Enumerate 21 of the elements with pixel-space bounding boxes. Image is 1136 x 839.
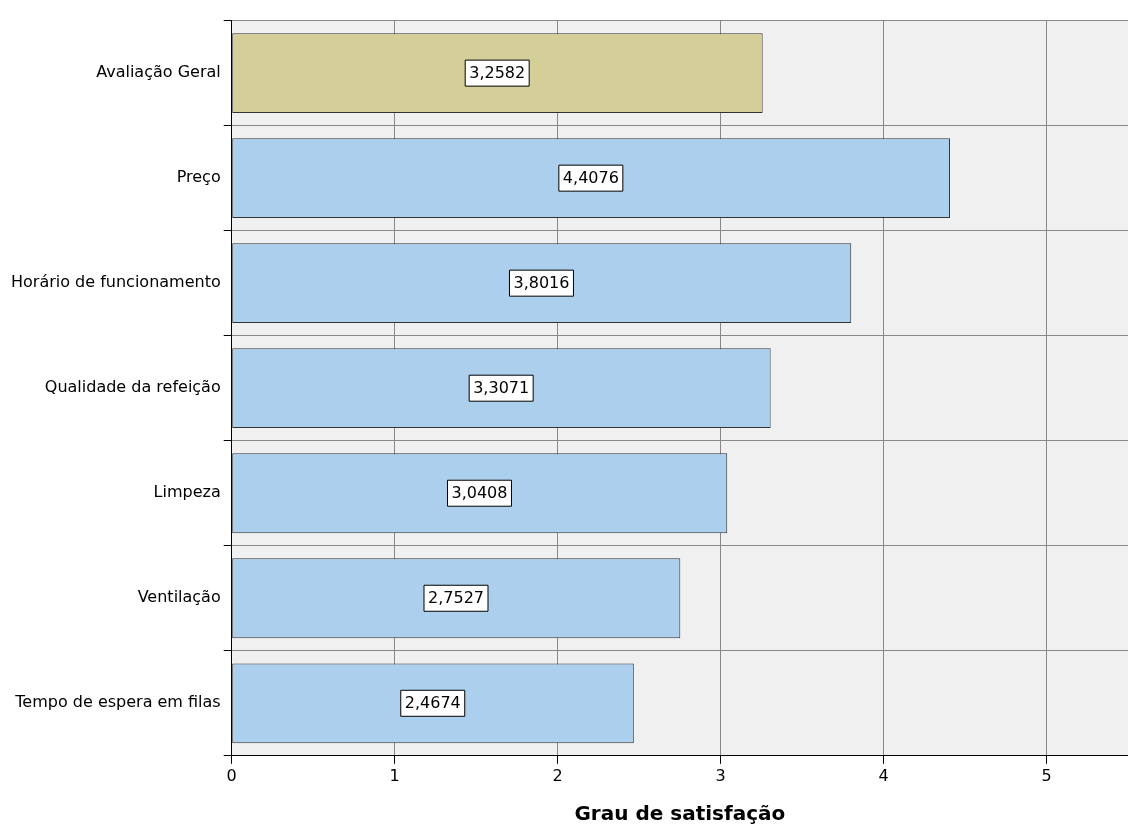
y-tick-label: Ventilação	[137, 587, 221, 607]
y-tick-label: Horário de funcionamento	[10, 272, 221, 292]
data-label: 2,7527	[428, 588, 484, 608]
x-tick-label: 3	[715, 765, 726, 785]
data-label: 3,8016	[513, 273, 570, 293]
y-tick-label: Qualidade da refeição	[44, 377, 221, 397]
data-label: 3,2582	[469, 63, 526, 83]
x-tick-label: 5	[1041, 765, 1052, 785]
data-label: 4,4076	[562, 168, 619, 188]
data-label: 3,3071	[473, 378, 530, 398]
x-tick-label: 0	[226, 765, 237, 785]
y-tick-label: Limpeza	[153, 482, 221, 502]
data-label: 2,4674	[404, 693, 461, 713]
y-tick-label: Tempo de espera em filas	[14, 692, 221, 712]
y-tick-label: Preço	[176, 167, 221, 187]
x-tick-label: 2	[552, 765, 563, 785]
data-label: 3,0408	[451, 483, 508, 503]
y-tick-label: Avaliação Geral	[96, 62, 221, 82]
x-tick-label: 4	[878, 765, 889, 785]
x-axis-title: Grau de satisfação	[574, 801, 786, 826]
x-tick-label: 1	[389, 765, 400, 785]
